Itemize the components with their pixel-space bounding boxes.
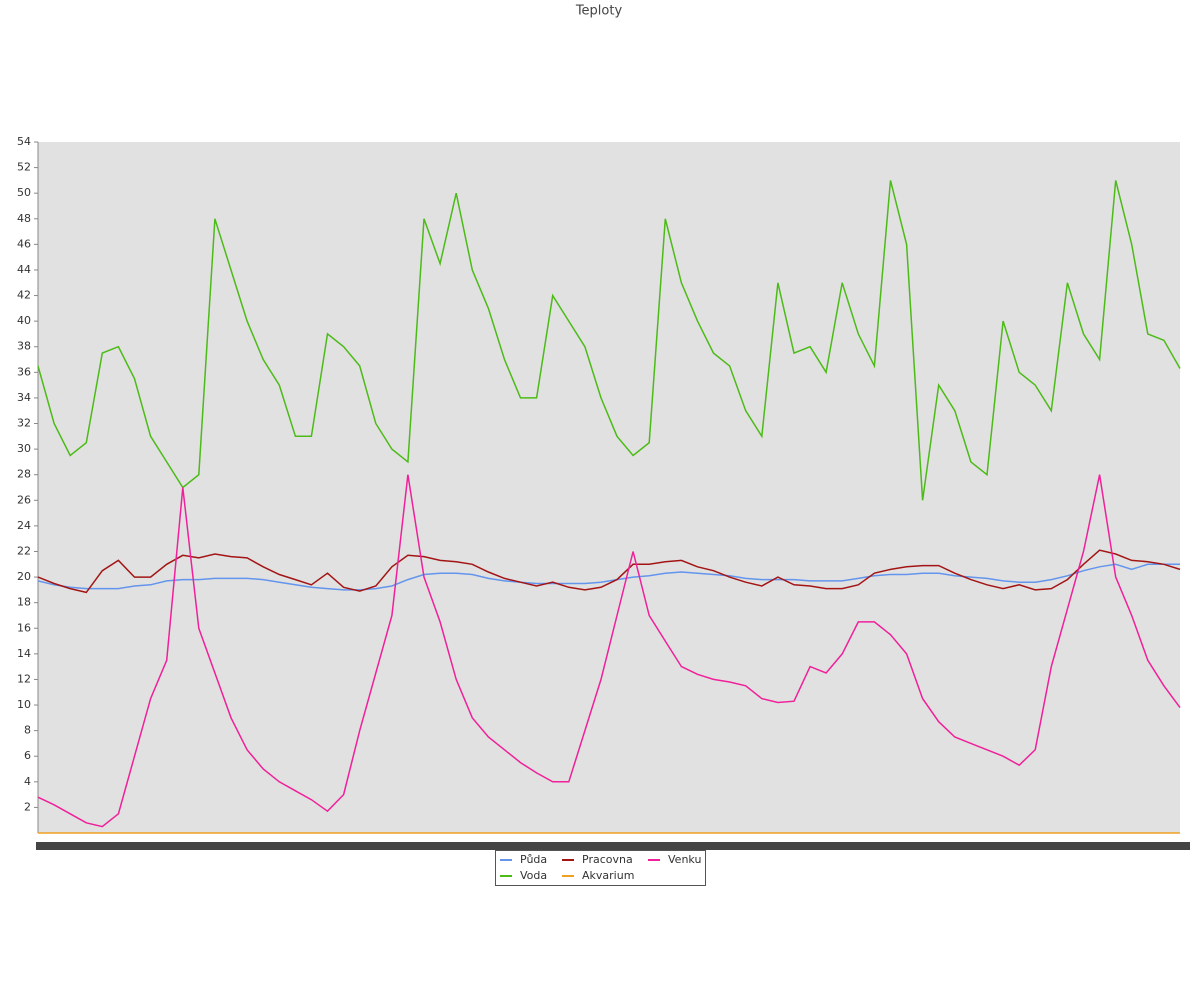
y-tick-label: 4 [24, 775, 31, 788]
y-tick-label: 26 [17, 493, 31, 506]
y-tick-label: 40 [17, 314, 31, 327]
x-tick-labels-band [36, 842, 1190, 850]
legend-label: Venku [668, 853, 701, 866]
y-tick-label: 44 [17, 263, 31, 276]
legend-label: Půda [520, 853, 547, 866]
chart-title: Teploty [575, 4, 623, 19]
y-tick-label: 52 [17, 161, 31, 174]
y-tick-label: 10 [17, 698, 31, 711]
y-tick-label: 50 [17, 186, 31, 199]
y-tick-label: 20 [17, 570, 31, 583]
y-tick-label: 30 [17, 442, 31, 455]
series-line [37, 549, 1181, 594]
y-tick-label: 16 [17, 621, 31, 634]
y-tick-label: 36 [17, 365, 31, 378]
y-tick-label: 8 [24, 724, 31, 737]
y-tick-label: 6 [24, 749, 31, 762]
plot-area [38, 142, 1180, 833]
y-tick-label: 24 [17, 519, 31, 532]
y-tick-label: 38 [17, 340, 31, 353]
y-tick-label: 12 [17, 672, 31, 685]
y-tick-label: 54 [17, 135, 31, 148]
y-tick-label: 42 [17, 289, 31, 302]
y-tick-label: 48 [17, 212, 31, 225]
legend-label: Pracovna [582, 853, 633, 866]
y-tick-label: 22 [17, 544, 31, 557]
y-tick-label: 2 [24, 800, 31, 813]
legend-label: Voda [520, 869, 547, 882]
series-line [37, 474, 1181, 828]
series-line [37, 563, 1180, 591]
y-tick-label: 28 [17, 468, 31, 481]
y-tick-label: 34 [17, 391, 31, 404]
y-tick-label: 32 [17, 417, 31, 430]
y-tick-label: 18 [17, 596, 31, 609]
legend [495, 850, 706, 886]
y-tick-label: 14 [17, 647, 31, 660]
y-tick-label: 46 [17, 237, 31, 250]
series-line [37, 180, 1181, 501]
legend-label: Akvarium [582, 869, 634, 882]
